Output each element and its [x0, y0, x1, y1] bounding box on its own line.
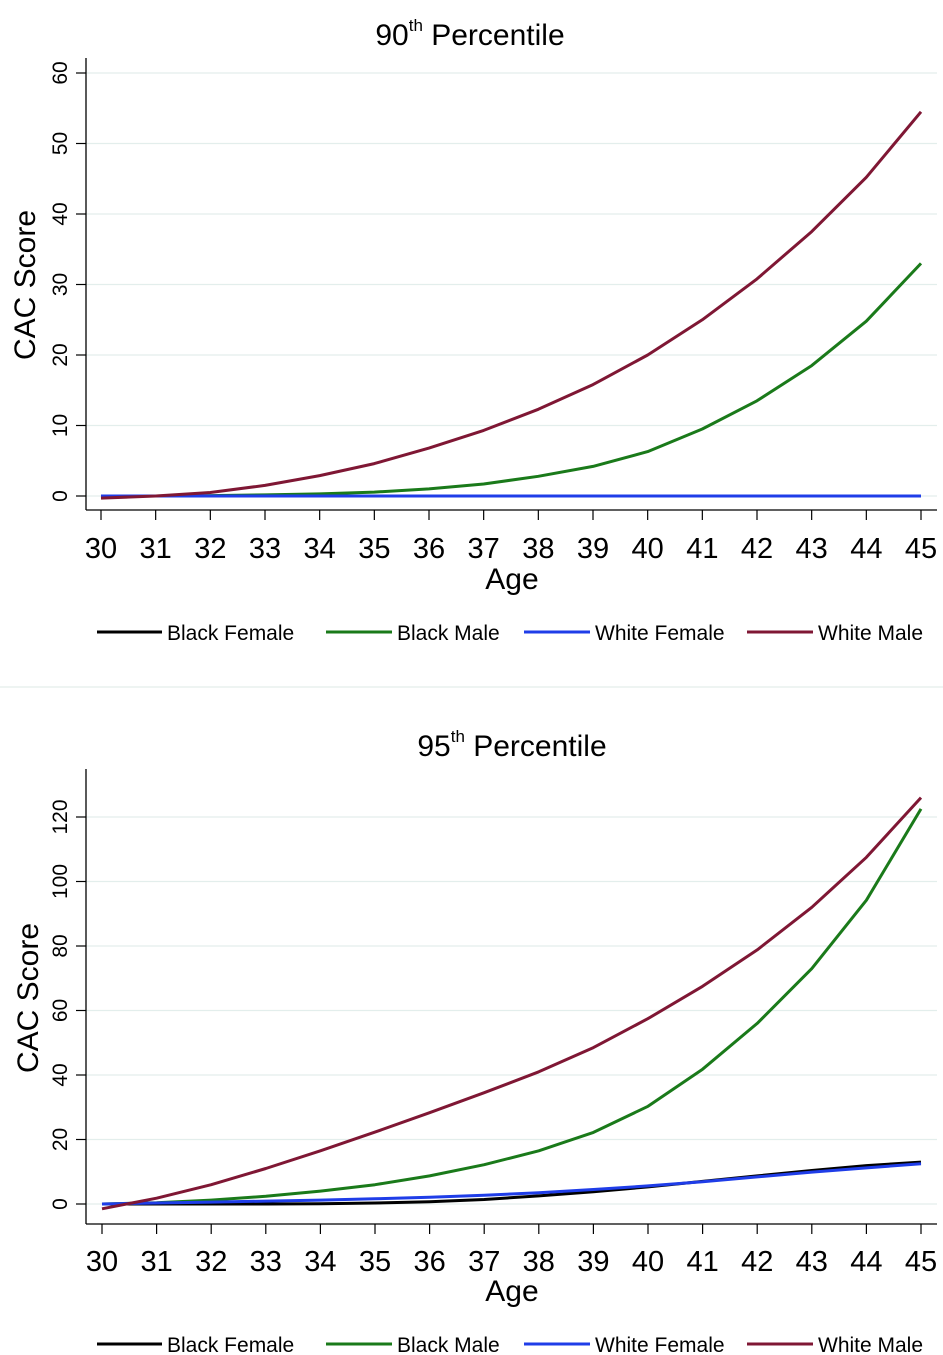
legend-label: White Female — [595, 622, 725, 645]
y-tick-label: 100 — [49, 864, 72, 899]
y-tick-label: 20 — [49, 1128, 72, 1151]
gridlines — [86, 816, 937, 1205]
y-tick-label: 120 — [49, 799, 72, 834]
legend-label: Black Male — [397, 1334, 500, 1355]
x-tick-label: 30 — [85, 533, 117, 565]
x-tick-label: 44 — [850, 533, 882, 565]
x-tick-label: 30 — [86, 1246, 118, 1278]
x-tick-label: 34 — [304, 1246, 336, 1278]
x-tick-label: 34 — [304, 533, 336, 565]
x-tick-label: 40 — [632, 1246, 664, 1278]
legend-label: Black Female — [167, 622, 294, 645]
x-tick-label: 33 — [249, 533, 281, 565]
series-line-white-male — [100, 110, 923, 500]
series-line-white-female — [101, 1162, 922, 1206]
x-tick-label: 43 — [796, 533, 828, 565]
x-tick-label: 36 — [413, 1246, 445, 1278]
y-tick-label: 0 — [49, 1198, 72, 1210]
y-tick-label: 40 — [49, 202, 72, 225]
gridlines — [86, 72, 937, 497]
x-tick-label: 35 — [358, 533, 390, 565]
x-tick-label: 38 — [523, 1246, 555, 1278]
series-lines — [101, 796, 923, 1211]
x-tick-label: 41 — [686, 533, 718, 565]
x-tick-label: 32 — [195, 1246, 227, 1278]
legend-label: Black Female — [167, 1334, 294, 1355]
x-tick-label: 42 — [741, 533, 773, 565]
x-tick-label: 45 — [905, 533, 937, 565]
x-tick-label: 36 — [413, 533, 445, 565]
series-line-black-male — [101, 808, 923, 1206]
chart-panel-90th: 90th Percentile 0 10 20 30 40 50 60 30 31 32 33 34… — [9, 16, 937, 645]
y-tick-label: 10 — [49, 414, 72, 437]
legend-label: White Female — [595, 1334, 725, 1355]
chart-title-suffix: Percentile — [465, 730, 607, 763]
axes — [76, 769, 937, 1234]
y-tick-label: 0 — [49, 490, 72, 502]
y-tick-label: 20 — [49, 343, 72, 366]
x-tick-labels: 30 31 32 33 34 35 36 37 38 39 40 41 42 43 44 45 — [86, 1246, 937, 1278]
series-line-white-male — [101, 796, 923, 1211]
x-tick-label: 35 — [359, 1246, 391, 1278]
legend: Black Female Black Male White Female White … — [97, 1334, 923, 1355]
y-tick-label: 30 — [49, 273, 72, 296]
axes — [76, 58, 937, 520]
y-tick-label: 50 — [49, 132, 72, 155]
x-tick-label: 31 — [140, 1246, 172, 1278]
x-tick-label: 44 — [850, 1246, 882, 1278]
x-tick-label: 37 — [468, 533, 500, 565]
chart-title: 90th Percentile — [375, 16, 564, 52]
legend-label: Black Male — [397, 622, 500, 645]
x-tick-label: 40 — [632, 533, 664, 565]
chart-title-number: 95 — [417, 730, 450, 763]
x-tick-labels: 30 31 32 33 34 35 36 37 38 39 40 41 42 43 44 45 — [85, 533, 937, 565]
y-tick-labels: 0 20 40 60 80 100 120 — [49, 799, 72, 1209]
x-axis-label: Age — [485, 1275, 538, 1308]
series-lines — [100, 110, 923, 500]
x-tick-label: 42 — [741, 1246, 773, 1278]
x-tick-label: 31 — [140, 533, 172, 565]
x-tick-label: 39 — [577, 1246, 609, 1278]
x-tick-label: 32 — [194, 533, 226, 565]
legend-label: White Male — [818, 1334, 923, 1355]
y-tick-label: 60 — [49, 999, 72, 1022]
y-tick-label: 40 — [49, 1063, 72, 1086]
x-tick-label: 43 — [796, 1246, 828, 1278]
chart-title-superscript: th — [409, 16, 423, 35]
y-tick-label: 80 — [49, 934, 72, 957]
x-tick-label: 39 — [577, 533, 609, 565]
chart-panel-95th: 95th Percentile 0 20 40 60 80 100 120 30 31 32 33… — [12, 727, 937, 1355]
x-tick-label: 45 — [905, 1246, 937, 1278]
y-tick-labels: 0 10 20 30 40 50 60 — [49, 61, 72, 502]
y-axis-label: CAC Score — [12, 923, 45, 1073]
chart-title-number: 90 — [375, 19, 408, 52]
x-tick-label: 37 — [468, 1246, 500, 1278]
x-tick-label: 33 — [250, 1246, 282, 1278]
x-axis-label: Age — [485, 563, 538, 596]
chart-title: 95th Percentile — [417, 727, 606, 763]
legend-label: White Male — [818, 622, 923, 645]
series-line-black-male — [101, 262, 923, 498]
y-axis-label: CAC Score — [9, 210, 42, 360]
chart-title-superscript: th — [451, 727, 465, 746]
y-tick-label: 60 — [49, 61, 72, 84]
chart-title-suffix: Percentile — [423, 19, 565, 52]
x-tick-label: 38 — [522, 533, 554, 565]
x-tick-label: 41 — [686, 1246, 718, 1278]
legend: Black Female Black Male White Female White … — [97, 622, 923, 645]
